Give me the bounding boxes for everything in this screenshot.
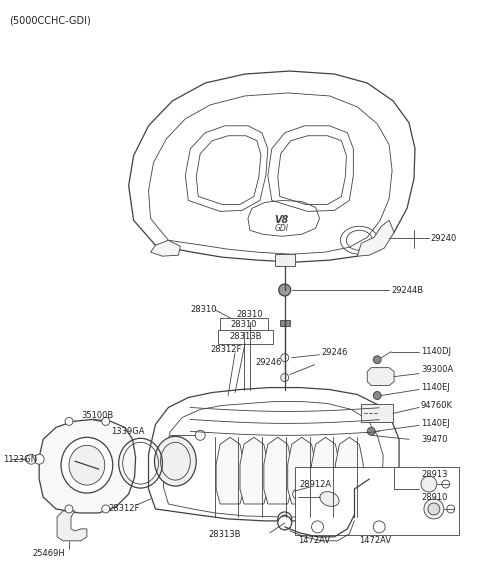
Polygon shape	[336, 437, 363, 504]
Text: 28313B: 28313B	[208, 530, 240, 539]
Polygon shape	[312, 437, 339, 504]
Circle shape	[373, 391, 381, 400]
Circle shape	[421, 476, 437, 492]
Circle shape	[195, 430, 205, 440]
Circle shape	[447, 505, 455, 513]
Text: 29246: 29246	[322, 348, 348, 357]
Circle shape	[367, 427, 375, 435]
Circle shape	[278, 516, 292, 530]
Text: 29246: 29246	[255, 358, 281, 367]
Polygon shape	[57, 511, 87, 541]
Ellipse shape	[320, 492, 339, 506]
Text: 28313B: 28313B	[230, 332, 262, 341]
Polygon shape	[367, 367, 394, 386]
Circle shape	[442, 480, 450, 488]
Text: 28312F: 28312F	[210, 345, 241, 354]
Text: 28910: 28910	[421, 492, 447, 502]
Text: 28310: 28310	[237, 311, 263, 319]
Text: 39470: 39470	[421, 435, 447, 444]
Circle shape	[373, 356, 381, 364]
Text: 25469H: 25469H	[33, 549, 65, 558]
Polygon shape	[288, 437, 315, 504]
Polygon shape	[240, 437, 268, 504]
Circle shape	[312, 521, 324, 533]
Text: 1140DJ: 1140DJ	[421, 347, 451, 356]
Circle shape	[65, 417, 73, 425]
Circle shape	[281, 354, 288, 362]
Text: 28312F: 28312F	[109, 505, 140, 513]
Circle shape	[293, 489, 302, 499]
Text: 28912A: 28912A	[300, 479, 332, 489]
Circle shape	[26, 454, 36, 464]
Circle shape	[102, 417, 110, 425]
Circle shape	[279, 284, 291, 296]
Text: 1123GN: 1123GN	[3, 455, 37, 464]
Bar	[218, 330, 273, 344]
Circle shape	[102, 505, 110, 513]
Text: 1472AV: 1472AV	[298, 536, 330, 546]
Text: 1140EJ: 1140EJ	[421, 419, 450, 428]
Circle shape	[428, 503, 440, 515]
Polygon shape	[39, 420, 136, 513]
Bar	[361, 404, 393, 423]
Circle shape	[281, 374, 288, 381]
Text: V8: V8	[275, 215, 289, 226]
Bar	[275, 254, 295, 266]
Polygon shape	[264, 437, 292, 504]
Bar	[295, 467, 459, 535]
Polygon shape	[357, 220, 394, 256]
Polygon shape	[151, 240, 180, 256]
Circle shape	[281, 515, 288, 523]
Text: 35100B: 35100B	[81, 411, 113, 420]
Text: 29244B: 29244B	[391, 285, 423, 295]
Circle shape	[65, 505, 73, 513]
Circle shape	[373, 521, 385, 533]
Text: 28913: 28913	[421, 469, 447, 479]
Text: (5000CCHC-GDI): (5000CCHC-GDI)	[9, 15, 91, 25]
Ellipse shape	[61, 437, 113, 493]
Ellipse shape	[69, 445, 105, 485]
Text: 1140EJ: 1140EJ	[421, 383, 450, 392]
Text: 28310: 28310	[191, 305, 217, 315]
Text: 29240: 29240	[431, 234, 457, 243]
Circle shape	[424, 499, 444, 519]
Circle shape	[34, 454, 44, 464]
Circle shape	[278, 512, 292, 526]
Ellipse shape	[155, 437, 196, 486]
Bar	[220, 318, 268, 332]
Polygon shape	[216, 437, 244, 504]
Text: 94760K: 94760K	[421, 401, 453, 410]
Text: 1472AV: 1472AV	[360, 536, 391, 546]
Text: 28310: 28310	[231, 321, 257, 329]
Bar	[280, 320, 290, 326]
Text: 39300A: 39300A	[421, 365, 453, 374]
Text: GDI: GDI	[275, 224, 289, 233]
Text: 1339GA: 1339GA	[111, 427, 144, 436]
